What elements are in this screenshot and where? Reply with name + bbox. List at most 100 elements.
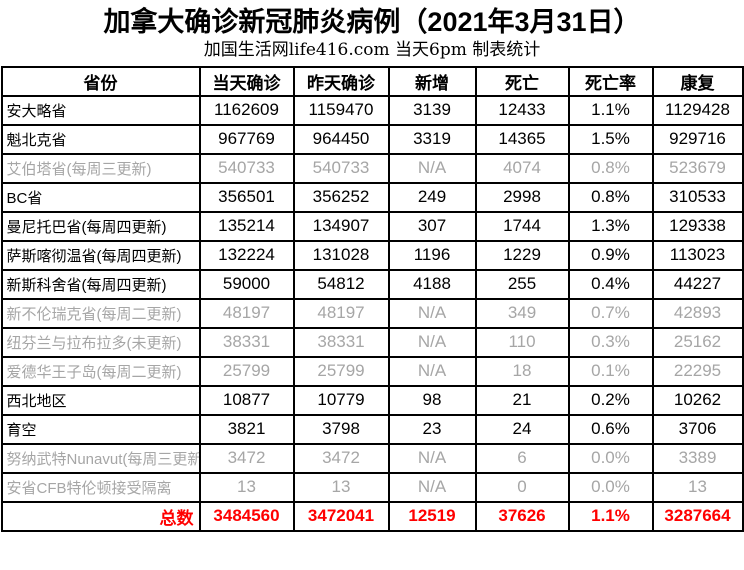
- table-body: 安大略省 1162609 1159470 3139 12433 1.1% 1129428 魁北…: [0, 94, 744, 532]
- death-rate-cell: 0.8%: [567, 181, 654, 213]
- new-cases-cell: 3319: [387, 123, 477, 155]
- today-confirmed-cell: 540733: [198, 152, 295, 184]
- new-cases-cell: 23: [387, 413, 477, 445]
- province-cell: 爱德华王子岛(每周二更新): [0, 355, 201, 387]
- col-header-death-rate: 死亡率: [567, 65, 654, 97]
- deaths-cell: 255: [474, 268, 570, 300]
- deaths-cell: 14365: [474, 123, 570, 155]
- death-rate-cell: 1.5%: [567, 123, 654, 155]
- death-rate-cell: 0.0%: [567, 471, 654, 503]
- new-cases-cell: 307: [387, 210, 477, 242]
- table-row: 努纳武特Nunavut(每周三更新) 3472 3472 N/A 6 0.0% 3389: [0, 442, 744, 474]
- deaths-cell: 24: [474, 413, 570, 445]
- deaths-cell: 37626: [474, 500, 570, 532]
- new-cases-cell: N/A: [387, 297, 477, 329]
- province-cell: 魁北克省: [0, 123, 201, 155]
- today-confirmed-cell: 10877: [198, 384, 295, 416]
- province-cell: 艾伯塔省(每周三更新): [0, 152, 201, 184]
- today-confirmed-cell: 967769: [198, 123, 295, 155]
- deaths-cell: 21: [474, 384, 570, 416]
- table-row: 艾伯塔省(每周三更新) 540733 540733 N/A 4074 0.8% 523679: [0, 152, 744, 184]
- new-cases-cell: 98: [387, 384, 477, 416]
- death-rate-cell: 0.0%: [567, 442, 654, 474]
- death-rate-cell: 0.8%: [567, 152, 654, 184]
- page-subtitle: 加国生活网life416.com 当天6pm 制表统计: [203, 40, 541, 61]
- recovered-cell: 3706: [651, 413, 744, 445]
- death-rate-cell: 1.1%: [567, 500, 654, 532]
- recovered-cell: 22295: [651, 355, 744, 387]
- col-header-recovered: 康复: [651, 65, 744, 97]
- deaths-cell: 1229: [474, 239, 570, 271]
- recovered-cell: 929716: [651, 123, 744, 155]
- table-row: 安大略省 1162609 1159470 3139 12433 1.1% 1129428: [0, 94, 744, 126]
- death-rate-cell: 0.7%: [567, 297, 654, 329]
- col-header-new-cases: 新增: [387, 65, 477, 97]
- today-confirmed-cell: 1162609: [198, 94, 295, 126]
- page-title: 加拿大确诊新冠肺炎病例（2021年3月31日）: [103, 7, 641, 37]
- death-rate-cell: 0.2%: [567, 384, 654, 416]
- today-confirmed-cell: 13: [198, 471, 295, 503]
- today-confirmed-cell: 135214: [198, 210, 295, 242]
- province-cell: 安大略省: [0, 94, 201, 126]
- new-cases-cell: 12519: [387, 500, 477, 532]
- province-cell: 纽芬兰与拉布拉多(未更新): [0, 326, 201, 358]
- recovered-cell: 3287664: [651, 500, 744, 532]
- yesterday-confirmed-cell: 3798: [292, 413, 390, 445]
- today-confirmed-cell: 3821: [198, 413, 295, 445]
- table-row: 曼尼托巴省(每周四更新) 135214 134907 307 1744 1.3% 12933…: [0, 210, 744, 242]
- province-cell: 西北地区: [0, 384, 201, 416]
- yesterday-confirmed-cell: 25799: [292, 355, 390, 387]
- province-cell: 新不伦瑞克省(每周二更新): [0, 297, 201, 329]
- table-row: 安省CFB特伦顿接受隔离 13 13 N/A 0 0.0% 13: [0, 471, 744, 503]
- col-header-deaths: 死亡: [474, 65, 570, 97]
- deaths-cell: 1744: [474, 210, 570, 242]
- today-confirmed-cell: 3484560: [198, 500, 295, 532]
- province-cell: 新斯科舍省(每周四更新): [0, 268, 201, 300]
- province-cell: 萨斯喀彻温省(每周四更新): [0, 239, 201, 271]
- yesterday-confirmed-cell: 54812: [292, 268, 390, 300]
- death-rate-cell: 0.1%: [567, 355, 654, 387]
- today-confirmed-cell: 132224: [198, 239, 295, 271]
- deaths-cell: 18: [474, 355, 570, 387]
- today-confirmed-cell: 356501: [198, 181, 295, 213]
- deaths-cell: 6: [474, 442, 570, 474]
- col-header-province: 省份: [0, 65, 201, 97]
- deaths-cell: 12433: [474, 94, 570, 126]
- death-rate-cell: 0.9%: [567, 239, 654, 271]
- yesterday-confirmed-cell: 10779: [292, 384, 390, 416]
- death-rate-cell: 0.6%: [567, 413, 654, 445]
- table-row: 新不伦瑞克省(每周二更新) 48197 48197 N/A 349 0.7% 42893: [0, 297, 744, 329]
- yesterday-confirmed-cell: 540733: [292, 152, 390, 184]
- covid-cases-table: 省份 当天确诊 昨天确诊 新增 死亡 死亡率 康复 安大略省 1162609 115…: [0, 65, 744, 532]
- deaths-cell: 2998: [474, 181, 570, 213]
- new-cases-cell: N/A: [387, 152, 477, 184]
- yesterday-confirmed-cell: 13: [292, 471, 390, 503]
- table-row: 爱德华王子岛(每周二更新) 25799 25799 N/A 18 0.1% 22295: [0, 355, 744, 387]
- today-confirmed-cell: 38331: [198, 326, 295, 358]
- recovered-cell: 42893: [651, 297, 744, 329]
- new-cases-cell: 1196: [387, 239, 477, 271]
- table-row: 西北地区 10877 10779 98 21 0.2% 10262: [0, 384, 744, 416]
- today-confirmed-cell: 48197: [198, 297, 295, 329]
- death-rate-cell: 1.1%: [567, 94, 654, 126]
- deaths-cell: 0: [474, 471, 570, 503]
- yesterday-confirmed-cell: 38331: [292, 326, 390, 358]
- col-header-today-confirmed: 当天确诊: [198, 65, 295, 97]
- yesterday-confirmed-cell: 48197: [292, 297, 390, 329]
- death-rate-cell: 1.3%: [567, 210, 654, 242]
- table-row: 魁北克省 967769 964450 3319 14365 1.5% 929716: [0, 123, 744, 155]
- yesterday-confirmed-cell: 3472: [292, 442, 390, 474]
- col-header-yesterday-confirmed: 昨天确诊: [292, 65, 390, 97]
- header-row: 省份 当天确诊 昨天确诊 新增 死亡 死亡率 康复: [0, 65, 744, 97]
- recovered-cell: 10262: [651, 384, 744, 416]
- recovered-cell: 44227: [651, 268, 744, 300]
- new-cases-cell: 3139: [387, 94, 477, 126]
- deaths-cell: 349: [474, 297, 570, 329]
- deaths-cell: 110: [474, 326, 570, 358]
- province-cell: 总数: [0, 500, 201, 532]
- death-rate-cell: 0.3%: [567, 326, 654, 358]
- today-confirmed-cell: 59000: [198, 268, 295, 300]
- today-confirmed-cell: 3472: [198, 442, 295, 474]
- province-cell: BC省: [0, 181, 201, 213]
